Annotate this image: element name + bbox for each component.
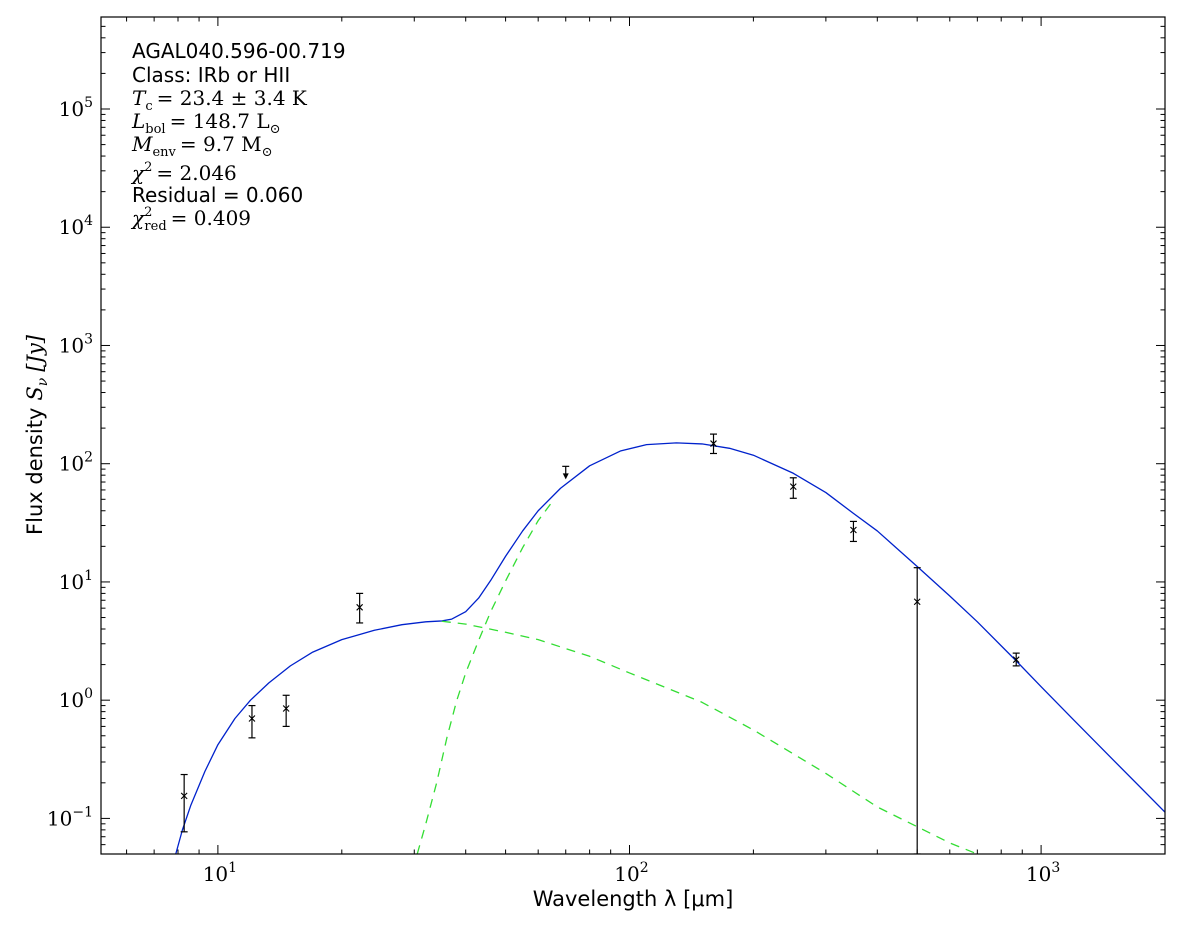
plot-area: [101, 17, 1165, 854]
y-axis-title-text: Flux density: [23, 408, 47, 535]
y-axis-title-sub: ν: [35, 377, 51, 386]
measurement-marker: [1012, 656, 1020, 664]
source-name: AGAL040.596-00.719: [132, 39, 346, 63]
measurement-point: [849, 520, 857, 543]
measurement-point: [1012, 652, 1020, 667]
y-tick-label: 104: [59, 213, 93, 239]
reduced-chi-squared-label: χ2 red = 0.409: [130, 205, 251, 234]
upper-limit-arrowhead: [562, 473, 569, 480]
measurement-point: [180, 773, 188, 833]
data-points: [180, 433, 1020, 854]
measurement-marker: [282, 705, 290, 712]
y-axis-title-unit: [Jy]: [23, 334, 47, 371]
measurement-marker: [789, 483, 797, 491]
fit-annotations: AGAL040.596-00.719 Class: IRb or HII Tc =…: [130, 39, 346, 234]
y-tick-label: 105: [59, 95, 93, 121]
residual-label: Residual = 0.060: [132, 183, 303, 207]
measurement-point: [789, 477, 797, 499]
measurement-point: [282, 694, 290, 728]
y-tick-label: 102: [59, 450, 93, 476]
measurement-marker: [850, 526, 857, 534]
y-tick-label: 101: [59, 568, 93, 594]
temperature-label: Tc = 23.4 ± 3.4 K: [132, 86, 308, 114]
envelope-mass-label: Menv = 9.7 M⊙: [131, 132, 273, 160]
svg-text:Flux densitySν[Jy]: Flux density Sν [Jy]: [23, 334, 51, 535]
measurement-point: [356, 592, 364, 624]
measurement-marker: [248, 715, 256, 722]
x-tick-label: 103: [1026, 860, 1060, 886]
total-fit-curve: [175, 442, 1165, 854]
measurement-marker: [180, 792, 188, 800]
measurement-point: [913, 567, 921, 854]
y-axis-title-symbol: S: [23, 386, 47, 400]
tick-labels: 101 102 103 10−1 100 101 102 103 104 105: [47, 95, 1060, 886]
y-axis-title: Flux density Sν [Jy]: [23, 334, 51, 535]
x-axis-title: Wavelength λ [μm]: [533, 887, 734, 911]
fit-curves: [175, 442, 1165, 854]
upper-limit: [562, 465, 570, 480]
axis-ticks: [101, 16, 1166, 855]
y-tick-label: 10−1: [47, 804, 93, 830]
luminosity-label: Lbol = 148.7 L⊙: [131, 109, 281, 137]
measurement-marker: [710, 440, 717, 447]
measurement-marker: [356, 603, 364, 611]
plot-frame: [100, 16, 1166, 855]
measurement-point: [248, 704, 256, 739]
component-curve: [416, 501, 554, 854]
x-tick-label: 101: [203, 860, 237, 886]
y-tick-label: 100: [59, 686, 93, 712]
source-class: Class: IRb or HII: [132, 63, 290, 87]
measurement-point: [710, 433, 718, 455]
measurement-marker: [913, 598, 921, 606]
component-curve: [441, 620, 978, 854]
x-tick-label: 102: [614, 860, 648, 886]
y-tick-label: 103: [59, 331, 93, 357]
chi-squared-label: χ2 = 2.046: [130, 160, 237, 185]
